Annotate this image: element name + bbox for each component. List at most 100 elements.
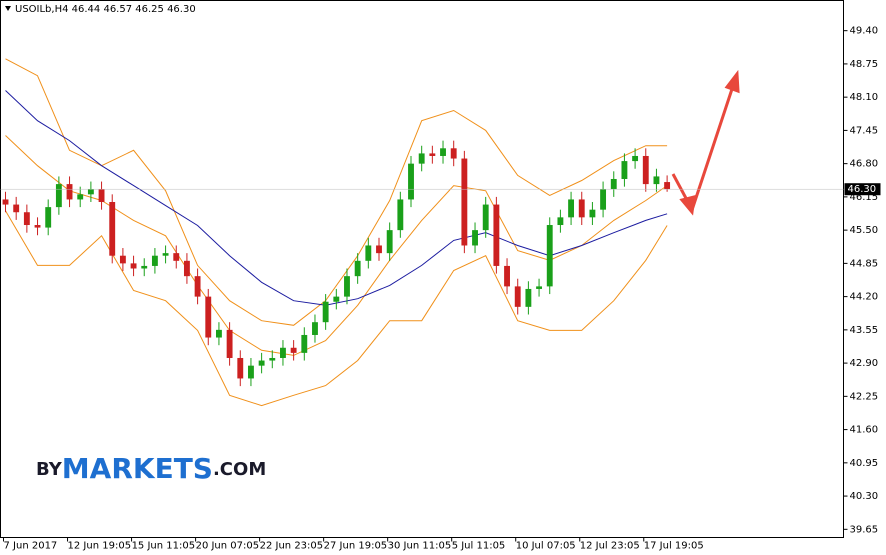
indicator-line	[5, 135, 668, 356]
y-tick-label: 44.85	[850, 258, 879, 269]
x-tick-label: 30 Jun 11:05	[388, 541, 452, 552]
y-tick-label: 44.20	[850, 292, 879, 303]
candle-body	[23, 212, 30, 226]
candle-body	[66, 184, 73, 200]
candle-body	[258, 360, 265, 366]
candle-body	[397, 199, 404, 231]
logo-part: BY	[36, 459, 63, 480]
candle-body	[55, 184, 62, 208]
x-tick-label: 20 Jun 07:05	[196, 541, 260, 552]
candle-body	[333, 296, 340, 302]
candle-body	[141, 265, 148, 269]
indicator-line	[5, 58, 668, 326]
candle-body	[653, 176, 660, 185]
candle-body	[408, 163, 414, 200]
candle-body	[322, 301, 329, 323]
candle-body	[34, 225, 41, 228]
candle-body	[183, 260, 190, 277]
candle-body	[119, 255, 126, 264]
header-icon	[5, 6, 11, 11]
candle-body	[301, 334, 308, 353]
y-tick-label: 48.75	[850, 59, 879, 70]
candle-body	[600, 189, 607, 210]
candle-body	[237, 357, 244, 379]
candle-body	[557, 217, 564, 226]
candle-body	[472, 230, 478, 246]
x-tick-label: 15 Jun 11:05	[132, 541, 196, 552]
candle-body	[514, 286, 521, 307]
candle-body	[77, 194, 84, 200]
candle-body	[578, 199, 585, 218]
candle-body	[151, 255, 158, 266]
candle-body	[130, 263, 137, 269]
candle-body	[312, 322, 318, 335]
y-tick-label: 49.40	[850, 26, 879, 37]
last-price-box	[844, 183, 881, 196]
x-tick-label: 7 Jun 2017	[4, 541, 58, 552]
logo-part: .COM	[213, 459, 266, 480]
candle-body	[344, 276, 350, 297]
arrow-head	[724, 69, 740, 94]
candle-body	[450, 148, 457, 159]
candle-body	[429, 153, 436, 156]
candle-body	[546, 225, 553, 287]
candle-body	[226, 329, 233, 358]
candle-body	[215, 329, 222, 338]
logo-part: MARKETS	[62, 452, 213, 485]
candle-body	[2, 199, 9, 205]
candle-body	[13, 204, 20, 213]
x-tick-label: 10 Jul 07:05	[516, 541, 576, 552]
y-tick-label: 40.95	[850, 458, 879, 469]
y-tick-label: 45.50	[850, 225, 879, 236]
candle-body	[290, 347, 297, 353]
candle-body	[386, 230, 393, 254]
x-tick-label: 27 Jun 19:05	[324, 541, 388, 552]
y-tick-label: 39.65	[850, 524, 879, 535]
y-tick-label: 43.55	[850, 325, 879, 336]
candle-body	[589, 209, 596, 218]
candle-body	[205, 296, 212, 338]
y-tick-label: 41.60	[850, 425, 879, 436]
last-price-label: 46.30	[848, 184, 877, 195]
candle-body	[280, 347, 286, 358]
candle-body	[376, 245, 382, 254]
candle-body	[354, 260, 361, 277]
candle-body	[87, 189, 94, 195]
indicator-line	[5, 210, 668, 407]
candle-body	[621, 161, 628, 179]
y-tick-label: 42.25	[850, 391, 879, 402]
candle-body	[440, 148, 446, 156]
candle-body	[194, 276, 201, 297]
candle-body	[536, 286, 542, 289]
candle-body	[461, 158, 468, 246]
candle-body	[504, 265, 510, 287]
x-tick-label: 5 Jul 11:05	[452, 541, 506, 552]
candle-body	[45, 207, 52, 228]
candle-body	[525, 288, 532, 307]
y-tick-label: 46.15	[850, 192, 879, 203]
candle-body	[162, 253, 169, 256]
candle-body	[568, 199, 575, 218]
y-tick-label: 42.90	[850, 358, 879, 369]
candle-body	[269, 357, 276, 361]
x-tick-label: 12 Jun 19:05	[68, 541, 132, 552]
candle-body	[109, 202, 116, 256]
x-tick-label: 22 Jun 23:05	[260, 541, 324, 552]
candle-body	[632, 155, 639, 162]
header: USOILb,H4 46.44 46.57 46.25 46.30	[15, 4, 196, 15]
candle-body	[482, 204, 489, 231]
plot-frame	[0, 0, 844, 538]
y-tick-label: 40.30	[850, 491, 879, 502]
y-tick-label: 48.10	[850, 92, 879, 103]
candle-body	[173, 253, 180, 261]
y-tick-label: 46.80	[850, 159, 879, 170]
candle-body	[365, 245, 372, 261]
candle-body	[642, 155, 649, 185]
candle-body	[418, 153, 425, 164]
candle-body	[664, 182, 671, 190]
y-tick-label: 47.45	[850, 125, 879, 136]
candle-body	[248, 365, 254, 379]
logo: BYMARKETS.COM	[36, 452, 266, 485]
